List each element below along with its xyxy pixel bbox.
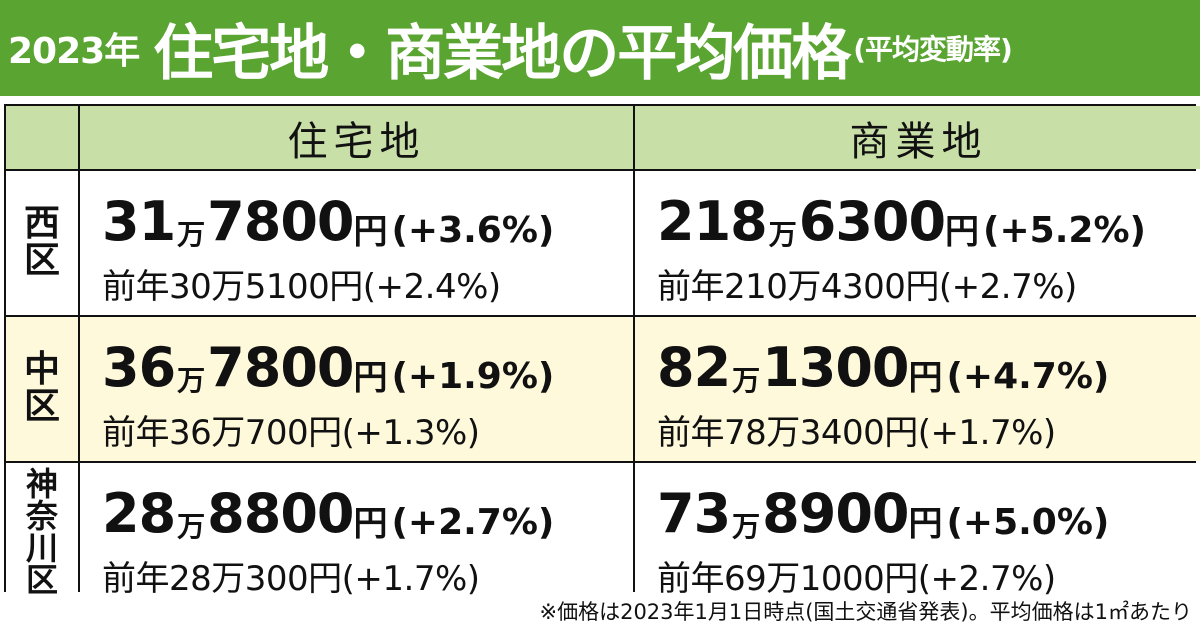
price-man: 73	[657, 482, 731, 545]
unit-yen: 円	[908, 504, 943, 544]
price-man: 218	[657, 190, 768, 253]
previous-year: 前年78万3400円(+1.7%)	[657, 413, 1056, 453]
price-sen: 6300	[798, 190, 946, 253]
header-corner	[6, 106, 78, 169]
change-rate: (+4.7%)	[946, 356, 1110, 397]
ward-char: 川	[25, 528, 58, 567]
change-rate: (+5.0%)	[946, 502, 1110, 543]
price-sen: 1300	[762, 336, 909, 399]
ward-label-nishi: 西 区	[6, 171, 78, 315]
price-table: 住宅地 商業地 西 区 31 万 7800 円 (+3.6%) 前年30万5100円(+…	[4, 104, 1200, 600]
price-man: 36	[102, 336, 176, 399]
ward-char: 区	[25, 560, 58, 599]
title-year: 2023年	[8, 31, 140, 72]
previous-year: 前年210万4300円(+2.7%)	[657, 267, 1077, 307]
ward-char: 奈	[25, 496, 58, 535]
ward-char: 中	[23, 349, 60, 391]
ward-char: 区	[23, 240, 60, 281]
title-main: 住宅地・商業地の平均価格	[153, 18, 851, 89]
unit-yen: 円	[353, 212, 388, 252]
previous-year: 前年30万5100円(+2.4%)	[102, 267, 501, 307]
price-man: 31	[102, 190, 176, 253]
ward-label-naka: 中 区	[6, 317, 78, 461]
residential-cell-kanagawa: 28 万 8800 円 (+2.7%) 前年28万300円(+1.7%)	[80, 463, 633, 600]
price-man: 82	[657, 336, 731, 399]
price-sen: 8800	[207, 482, 354, 545]
ward-char: 区	[23, 386, 60, 427]
title-subtitle: (平均変動率)	[853, 33, 1013, 66]
unit-man: 万	[768, 218, 797, 251]
ward-label-kanagawa: 神 奈 川 区	[6, 463, 78, 600]
unit-man: 万	[732, 364, 761, 397]
unit-man: 万	[732, 510, 761, 543]
ward-char: 西	[23, 203, 60, 245]
price-sen: 7800	[207, 336, 354, 399]
header-commercial: 商業地	[635, 106, 1200, 169]
unit-man: 万	[177, 364, 206, 397]
unit-yen: 円	[908, 358, 943, 398]
residential-cell-naka: 36 万 7800 円 (+1.9%) 前年36万700円(+1.3%)	[80, 317, 633, 461]
previous-year: 前年69万1000円(+2.7%)	[657, 559, 1056, 599]
price-man: 28	[102, 482, 176, 545]
unit-man: 万	[177, 218, 206, 251]
change-rate: (+3.6%)	[391, 210, 555, 251]
change-rate: (+1.9%)	[391, 356, 555, 397]
change-rate: (+2.7%)	[391, 502, 555, 543]
unit-yen: 円	[353, 358, 388, 398]
unit-yen: 円	[945, 212, 980, 252]
previous-year: 前年28万300円(+1.7%)	[102, 559, 480, 599]
ward-char: 神	[25, 464, 58, 503]
commercial-cell-nishi: 218 万 6300 円 (+5.2%) 前年210万4300円(+2.7%)	[635, 171, 1200, 315]
price-sen: 8900	[762, 482, 909, 545]
previous-year: 前年36万700円(+1.3%)	[102, 413, 480, 453]
price-sen: 7800	[207, 190, 354, 253]
commercial-cell-naka: 82 万 1300 円 (+4.7%) 前年78万3400円(+1.7%)	[635, 317, 1200, 461]
title-banner: 2023年 住宅地・商業地の平均価格 (平均変動率)	[0, 0, 1200, 96]
footnote: ※価格は2023年1月1日時点(国土交通省発表)。平均価格は1㎡あたり	[539, 600, 1192, 624]
unit-man: 万	[177, 510, 206, 543]
commercial-cell-kanagawa: 73 万 8900 円 (+5.0%) 前年69万1000円(+2.7%)	[635, 463, 1200, 600]
residential-cell-nishi: 31 万 7800 円 (+3.6%) 前年30万5100円(+2.4%)	[80, 171, 633, 315]
header-residential: 住宅地	[80, 106, 633, 169]
change-rate: (+5.2%)	[983, 210, 1146, 251]
unit-yen: 円	[353, 504, 388, 544]
